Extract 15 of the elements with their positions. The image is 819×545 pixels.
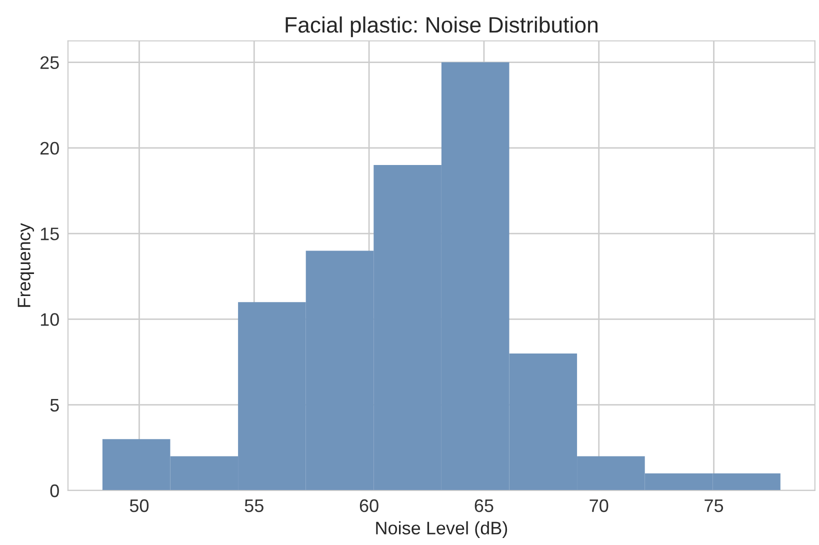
- x-tick-label: 70: [590, 499, 608, 512]
- y-tick-label: 25: [40, 56, 59, 70]
- x-tick-label: 60: [360, 499, 378, 512]
- chart-title: Facial plastic: Noise Distribution: [286, 16, 598, 38]
- y-tick-label: 15: [40, 228, 59, 240]
- y-axis-title: Frequency: [18, 223, 34, 307]
- x-tick-label: 55: [244, 499, 264, 512]
- y-tick-label: 0: [50, 484, 59, 498]
- y-tick-label: 10: [40, 313, 59, 326]
- x-axis-title: Noise Level (dB): [376, 521, 508, 538]
- x-tick-label: 50: [130, 499, 149, 512]
- y-tick-label: 5: [50, 398, 59, 412]
- x-tick-label: 75: [704, 499, 724, 512]
- x-tick-label: 65: [474, 499, 494, 512]
- y-tick-label: 20: [40, 142, 59, 155]
